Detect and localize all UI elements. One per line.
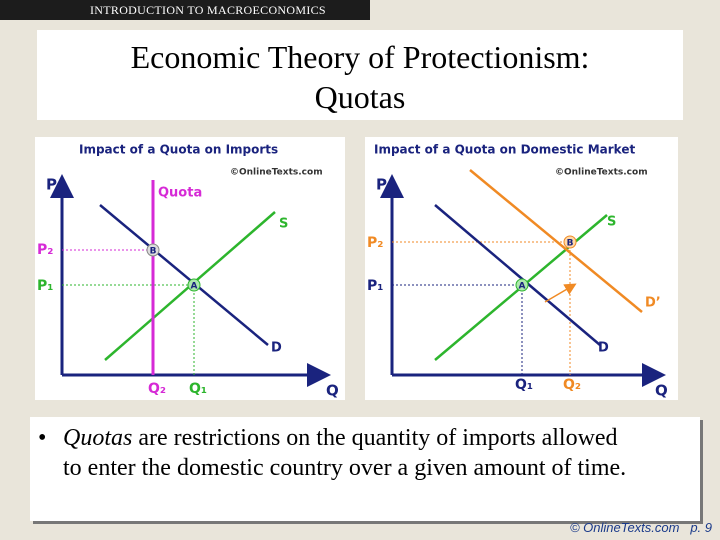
bullet-emphasis: Quotas bbox=[63, 425, 133, 451]
demand-line bbox=[434, 204, 601, 346]
price-label: P₂ bbox=[367, 235, 383, 251]
curve-label: D bbox=[271, 341, 282, 356]
curve-label: Quota bbox=[158, 186, 202, 201]
bullet-dot: • bbox=[38, 425, 47, 451]
point-label: A bbox=[191, 282, 198, 292]
title-line: Economic Theory of Protectionism: bbox=[130, 39, 590, 75]
watermark: ©OnlineTexts.com bbox=[555, 168, 648, 178]
quantity-label: Q₁ bbox=[189, 381, 207, 397]
title-line: Quotas bbox=[314, 79, 406, 115]
curve-label: D bbox=[598, 341, 609, 356]
curve-label: D’ bbox=[645, 296, 661, 311]
price-label: P₂ bbox=[37, 242, 53, 258]
point-label: B bbox=[150, 247, 157, 257]
axis-label: Q bbox=[655, 382, 668, 400]
page-number: p. 9 bbox=[690, 520, 712, 535]
watermark: ©OnlineTexts.com bbox=[230, 168, 323, 178]
point-label: B bbox=[567, 239, 574, 249]
quantity-label: Q₁ bbox=[515, 377, 533, 393]
price-label: P₁ bbox=[37, 278, 53, 294]
panel-title: Impact of a Quota on Domestic Market bbox=[374, 143, 635, 157]
footer: © OnlineTexts.com p. 9 bbox=[570, 520, 712, 535]
quantity-label: Q₂ bbox=[563, 377, 581, 393]
slide-title: Economic Theory of Protectionism: Quotas bbox=[37, 30, 683, 120]
curve-label: S bbox=[607, 215, 616, 230]
axis-label: P bbox=[376, 176, 387, 194]
point bbox=[515, 278, 529, 292]
shift-arrow bbox=[544, 283, 577, 303]
price-label: P₁ bbox=[367, 278, 383, 294]
new-demand-line bbox=[469, 169, 643, 313]
point bbox=[563, 235, 577, 249]
bullet-box: • Quotas are restrictions on the quantity… bbox=[30, 417, 700, 521]
point-label: A bbox=[519, 282, 526, 292]
axis-label: P bbox=[46, 176, 57, 194]
point bbox=[146, 243, 160, 257]
panel bbox=[35, 137, 345, 400]
footer-source: © OnlineTexts.com bbox=[569, 520, 680, 535]
axis-label: Q bbox=[326, 382, 339, 400]
course-banner: INTRODUCTION TO MACROECONOMICS bbox=[0, 0, 370, 20]
panel bbox=[365, 137, 678, 400]
diagrams: Impact of a Quota on Imports ©OnlineText… bbox=[35, 137, 678, 400]
curve-label: S bbox=[279, 217, 288, 232]
quantity-label: Q₂ bbox=[148, 381, 166, 397]
bullet-text: are restrictions on the quantity of impo… bbox=[63, 425, 627, 481]
demand-line bbox=[99, 204, 269, 346]
panel-title: Impact of a Quota on Imports bbox=[79, 143, 278, 157]
point bbox=[187, 278, 201, 292]
